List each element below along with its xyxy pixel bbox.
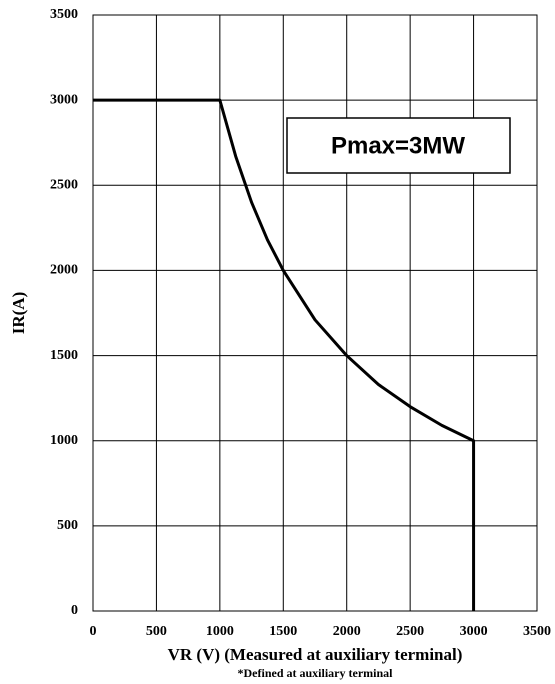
- x-tick-label: 3500: [523, 624, 551, 639]
- annotation-box: [286, 117, 511, 174]
- y-tick-label: 1500: [50, 348, 78, 363]
- x-tick-label: 2500: [396, 624, 424, 639]
- y-tick-label: 3000: [50, 92, 78, 107]
- x-tick-label: 3000: [460, 624, 488, 639]
- x-axis-note: *Defined at auxiliary terminal: [238, 666, 394, 680]
- data-line: [93, 98, 476, 611]
- plot-border: [92, 14, 538, 612]
- annotation: Pmax=3MW: [331, 132, 465, 159]
- x-tick-label: 0: [90, 624, 97, 639]
- y-tick-label: 3500: [50, 7, 78, 22]
- y-axis-label: IR(A): [9, 292, 28, 335]
- x-tick-label: 500: [146, 624, 167, 639]
- x-tick-label: 1500: [269, 624, 297, 639]
- x-tick-label: 2000: [333, 624, 361, 639]
- x-axis-label: VR (V) (Measured at auxiliary terminal): [168, 645, 463, 664]
- x-tick-label: 1000: [206, 624, 234, 639]
- y-tick-label: 2500: [50, 178, 78, 193]
- y-tick-label: 0: [71, 603, 78, 618]
- y-tick-label: 2000: [50, 263, 78, 278]
- y-tick-label: 500: [57, 518, 78, 533]
- y-tick-label: 1000: [50, 433, 78, 448]
